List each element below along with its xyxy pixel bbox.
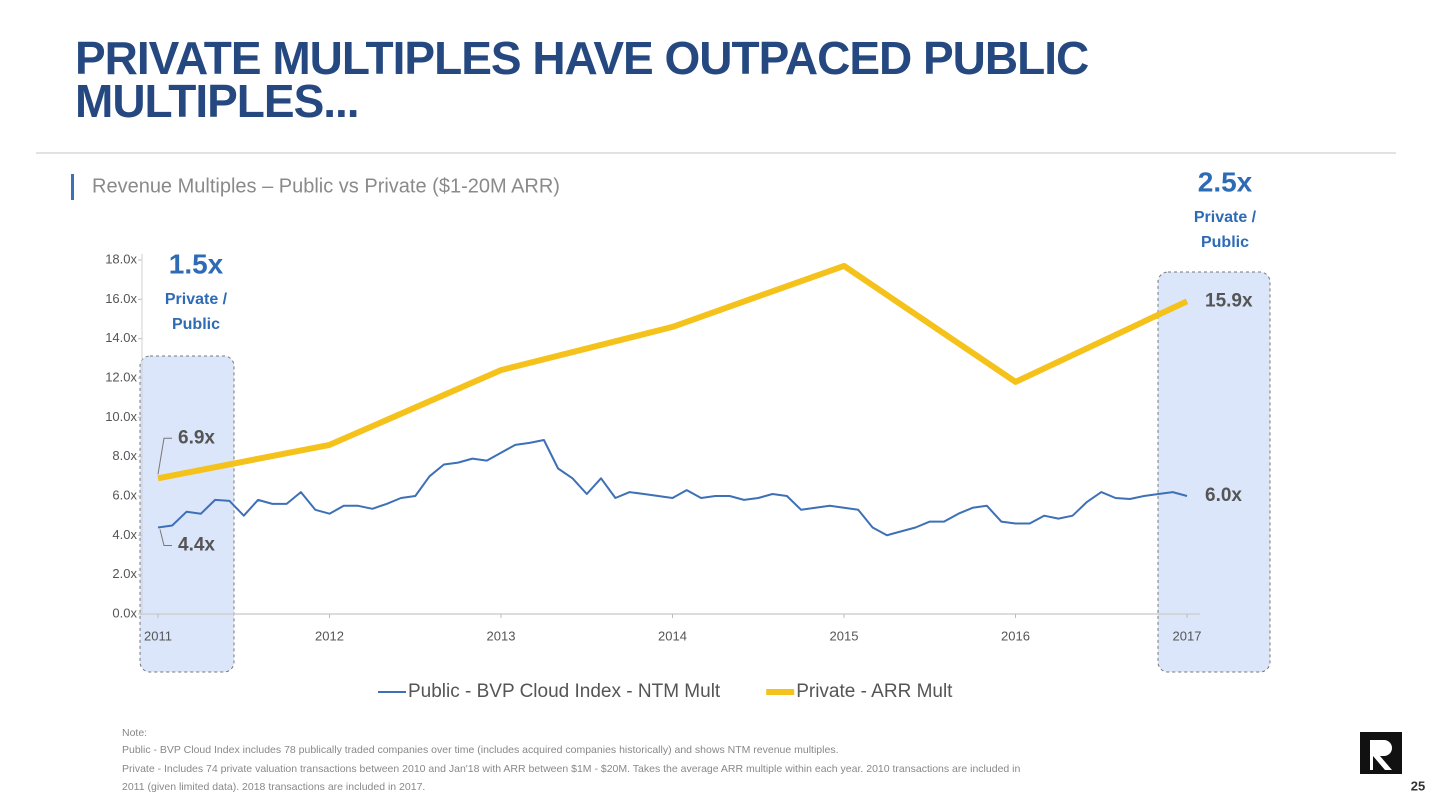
y-tick-label: 10.0x [105,409,137,424]
ratio-value: 2.5x [1198,166,1253,197]
subtitle: Revenue Multiples – Public vs Private ($… [92,175,560,197]
x-tick-label: 2012 [315,628,344,643]
y-tick-label: 18.0x [105,251,137,266]
legend-label: Public - BVP Cloud Index - NTM Mult [408,681,721,702]
note-line: Note: [122,727,147,739]
x-tick-label: 2016 [1001,628,1030,643]
highlight-box [139,355,235,673]
ratio-value: 1.5x [169,248,224,279]
page-number: 25 [1411,778,1425,793]
x-tick-label: 2011 [144,628,172,643]
value-label: 6.0x [1205,485,1242,506]
y-tick-label: 8.0x [112,448,137,463]
ratio-caption: Public [172,316,220,333]
note-line: 2011 (given limited data). 2018 transact… [122,781,425,793]
note-line: Public - BVP Cloud Index includes 78 pub… [122,744,839,756]
x-tick-label: 2014 [658,628,687,643]
y-tick-label: 4.0x [112,527,137,542]
subtitle-bar [71,174,74,200]
y-tick-label: 2.0x [112,566,137,581]
ratio-caption: Public [1201,234,1249,251]
note-line: Private - Includes 74 private valuation … [122,763,1020,775]
y-tick-label: 6.0x [112,487,137,502]
highlight-box [1157,271,1271,673]
y-tick-label: 0.0x [112,605,137,620]
x-tick-label: 2017 [1173,628,1202,643]
title-line: MULTIPLES... [75,75,359,127]
value-label: 15.9x [1205,290,1253,311]
value-label: 6.9x [178,427,215,448]
y-tick-label: 14.0x [105,330,137,345]
ratio-caption: Private / [165,291,228,308]
ratio-caption: Private / [1194,209,1257,226]
y-tick-label: 12.0x [105,369,137,384]
series-line [157,439,1188,537]
label-leader [159,529,172,546]
label-leader [157,437,172,475]
x-tick-label: 2015 [830,628,859,643]
x-tick-label: 2013 [487,628,516,643]
y-tick-label: 16.0x [105,291,137,306]
logo [1360,732,1402,774]
series-line [157,262,1189,482]
title-line: PRIVATE MULTIPLES HAVE OUTPACED PUBLIC [75,32,1088,84]
value-label: 4.4x [178,534,215,555]
legend-label: Private - ARR Mult [796,681,953,702]
